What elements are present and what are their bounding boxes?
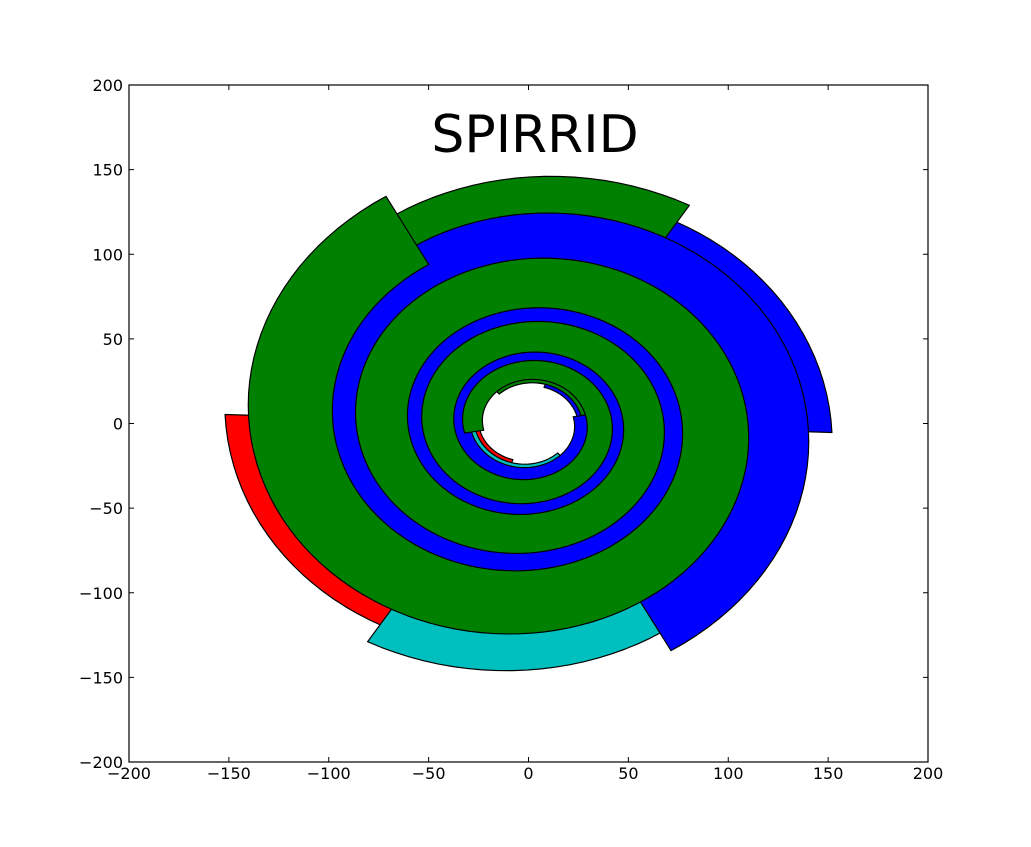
x-tick-label: −150 <box>207 764 251 783</box>
y-tick-label: −50 <box>89 499 123 518</box>
x-tick-label: 100 <box>713 764 744 783</box>
x-tick-label: 200 <box>913 764 944 783</box>
y-axis: −200 −150 −100 −50 0 50 100 150 200 <box>79 76 928 772</box>
y-tick-label: 0 <box>113 415 123 434</box>
spiral-arms <box>224 175 833 672</box>
x-tick-label: 0 <box>523 764 533 783</box>
x-tick-label: −100 <box>307 764 351 783</box>
y-tick-label: 100 <box>92 245 123 264</box>
chart-title: SPIRRID <box>431 105 638 165</box>
y-tick-label: 200 <box>92 76 123 95</box>
x-tick-label: −200 <box>107 764 151 783</box>
y-tick-label: 150 <box>92 161 123 180</box>
x-tick-label: −50 <box>412 764 446 783</box>
y-tick-label: −150 <box>79 668 123 687</box>
spiral-arm <box>247 195 750 635</box>
y-tick-label: −200 <box>79 753 123 772</box>
x-axis: −200 −150 −100 −50 0 50 100 150 200 <box>107 85 943 783</box>
y-tick-label: 50 <box>103 330 123 349</box>
y-tick-label: −100 <box>79 584 123 603</box>
x-tick-label: 50 <box>618 764 638 783</box>
x-tick-label: 150 <box>813 764 844 783</box>
